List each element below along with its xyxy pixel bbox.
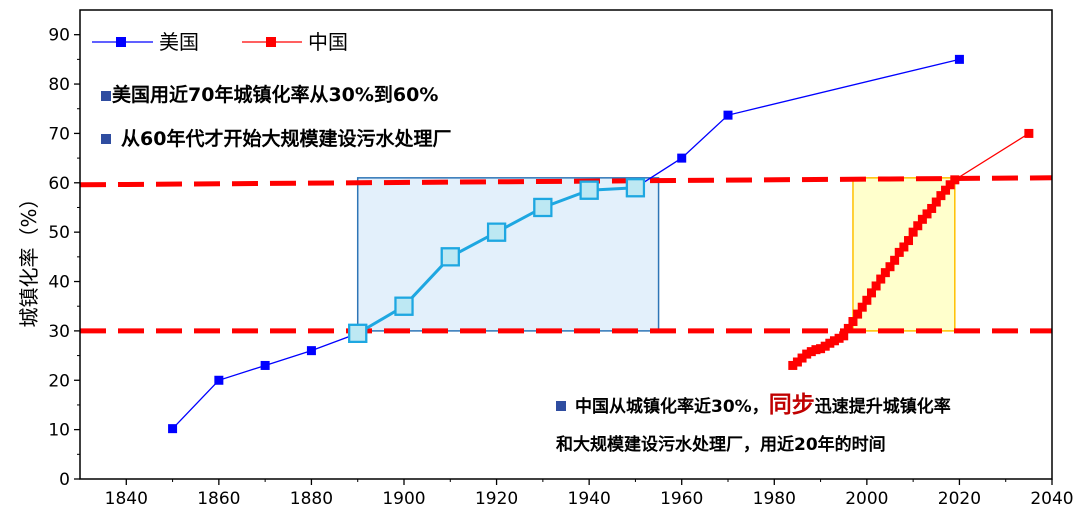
data-point-cn — [806, 347, 816, 357]
annotation-us-line1: 美国用近70年城镇化率从30%到60% — [112, 83, 438, 106]
data-point-cn — [843, 323, 853, 333]
data-point-us — [260, 360, 270, 370]
data-point-cn — [1024, 128, 1034, 138]
data-point-cn — [950, 175, 960, 185]
y-tick-label: 70 — [48, 124, 70, 144]
data-point-cn — [866, 288, 876, 298]
y-tick-label: 60 — [48, 174, 70, 194]
annotation-cn-line2: 和大规模建设污水处理厂，用近20年的时间 — [556, 434, 886, 455]
data-point-us-highlight — [579, 180, 599, 200]
x-tick-label: 1900 — [382, 489, 425, 509]
data-point-cn — [825, 338, 835, 348]
y-tick-label: 90 — [48, 26, 70, 46]
data-point-cn — [927, 203, 937, 213]
annotation-cn-line1-b: 迅速提升城镇化率 — [815, 396, 951, 417]
data-point-cn — [931, 197, 941, 207]
data-point-us — [954, 54, 964, 64]
data-point-cn — [945, 180, 955, 190]
tick-labels: 1840 1860 1880 1900 1920 1940 1960 1980 2000 2020… — [48, 26, 1073, 509]
y-tick-label: 50 — [48, 223, 70, 243]
data-point-cn — [880, 268, 890, 278]
data-point-cn — [922, 209, 932, 219]
data-point-cn — [871, 281, 881, 291]
annotation-bullet — [556, 401, 566, 411]
annotation-cn-line1: 中国从城镇化率近30%，同步迅速提升城镇化率 — [575, 392, 951, 418]
data-point-cn — [834, 333, 844, 343]
data-point-cn — [941, 185, 951, 195]
data-point-us-highlight — [533, 197, 553, 218]
data-point-us-highlight — [440, 247, 460, 267]
plot-frame — [79, 9, 1053, 480]
data-point-cn — [894, 247, 904, 257]
data-point-us — [306, 346, 316, 356]
data-point-cn — [862, 295, 872, 305]
series-layer — [168, 54, 1034, 434]
data-point-cn — [788, 360, 798, 370]
data-point-cn — [802, 349, 812, 359]
annotation-cn: 中国从城镇化率近30%，同步迅速提升城镇化率 和大规模建设污水处理厂，用近20年… — [556, 392, 951, 455]
y-tick-label: 30 — [48, 322, 70, 342]
x-tick-label: 1940 — [568, 489, 611, 509]
y-tick-label: 40 — [48, 273, 70, 293]
annotation-cn-highlight: 同步 — [769, 392, 815, 418]
data-point-cn — [890, 255, 900, 265]
data-point-cn — [908, 227, 918, 237]
data-point-cn — [899, 242, 909, 252]
x-tick-label: 2040 — [1030, 489, 1073, 509]
x-tick-label: 2020 — [938, 489, 981, 509]
data-point-cn — [885, 262, 895, 272]
data-point-cn — [848, 317, 858, 327]
annotation-bullet — [101, 91, 111, 101]
data-point-us-highlight — [394, 296, 414, 316]
y-tick-label: 0 — [59, 470, 70, 490]
data-point-us-highlight — [625, 178, 646, 198]
data-point-us — [168, 424, 178, 434]
annotation-bullet — [101, 134, 111, 144]
x-tick-label: 1880 — [290, 489, 333, 509]
data-point-cn — [913, 221, 923, 231]
x-tick-label: 1980 — [753, 489, 796, 509]
x-tick-label: 1860 — [197, 489, 240, 509]
legend-marker-us — [116, 37, 126, 47]
data-point-cn — [857, 302, 867, 312]
data-point-cn — [876, 274, 886, 284]
y-axis-label: 城镇化率（%） — [17, 188, 41, 327]
data-point-us-highlight — [348, 323, 368, 343]
data-point-cn — [816, 344, 826, 354]
data-point-cn — [936, 191, 946, 201]
data-point-cn — [797, 353, 807, 363]
legend-label-cn: 中国 — [308, 30, 348, 54]
data-point-cn — [904, 236, 914, 246]
data-point-cn — [811, 345, 821, 355]
axes — [74, 9, 1053, 485]
data-point-cn — [839, 331, 849, 341]
x-tick-label: 1960 — [660, 489, 703, 509]
data-point-cn — [792, 357, 802, 367]
reference-lines — [79, 175, 1053, 334]
data-point-cn — [853, 309, 863, 319]
data-point-us — [677, 153, 687, 163]
annotation-us: 美国用近70年城镇化率从30%到60% 从60年代才开始大规模建设污水处理厂 — [101, 83, 451, 150]
reference-line-60 — [79, 175, 1053, 188]
legend: 美国 中国 — [92, 30, 348, 54]
data-point-cn — [917, 214, 927, 224]
y-tick-label: 80 — [48, 75, 70, 95]
legend-marker-cn — [266, 37, 276, 47]
legend-label-us: 美国 — [159, 30, 199, 54]
data-point-cn — [820, 341, 830, 351]
x-tick-label: 2000 — [845, 489, 888, 509]
annotation-cn-line1-a: 中国从城镇化率近30%， — [575, 396, 769, 417]
data-point-cn — [829, 336, 839, 346]
y-tick-label: 20 — [48, 371, 70, 391]
data-point-us-highlight — [486, 222, 507, 242]
data-point-us — [214, 375, 224, 385]
x-tick-label: 1920 — [475, 489, 518, 509]
annotation-us-line2: 从60年代才开始大规模建设污水处理厂 — [121, 127, 451, 150]
x-tick-label: 1840 — [105, 489, 148, 509]
data-point-us — [723, 110, 733, 120]
y-tick-label: 10 — [48, 421, 70, 441]
